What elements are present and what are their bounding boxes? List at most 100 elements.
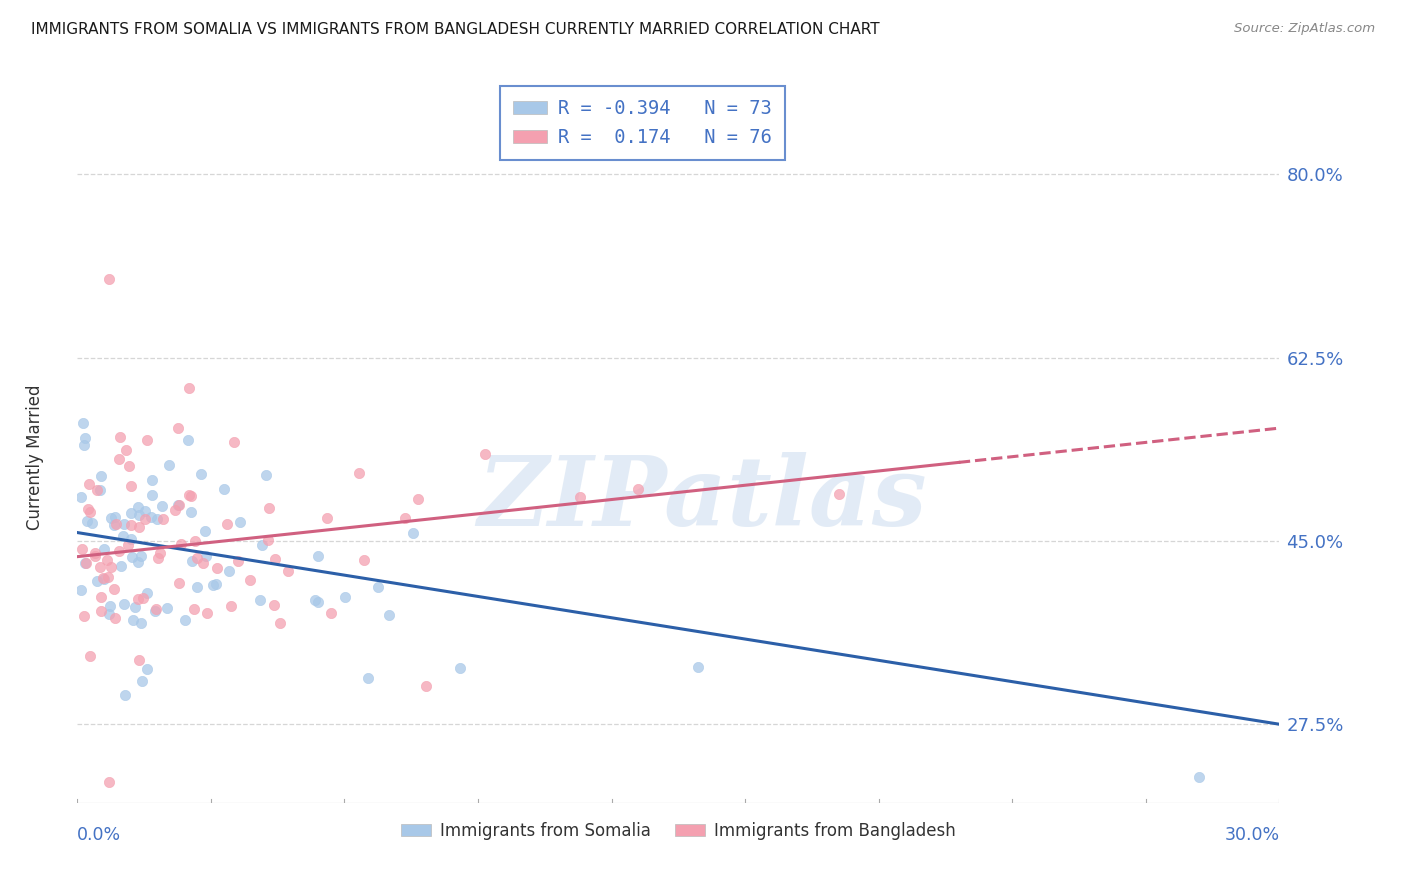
Point <box>257 500 280 515</box>
Point <box>120 479 142 493</box>
Point <box>104 509 127 524</box>
Point <box>186 580 208 594</box>
Point <box>128 508 150 522</box>
Point <box>205 560 228 574</box>
Point <box>402 525 425 540</box>
Point <box>170 537 193 551</box>
Point <box>212 483 235 497</box>
Point <box>347 466 370 480</box>
Point <box>335 590 357 604</box>
Text: Currently Married: Currently Married <box>25 384 44 530</box>
Point <box>177 433 200 447</box>
Point <box>307 595 329 609</box>
Text: ZIPatlas: ZIPatlas <box>478 451 927 546</box>
Point <box>132 591 155 605</box>
Point <box>190 467 212 482</box>
Point <box>357 672 380 686</box>
Point <box>136 433 159 447</box>
Point <box>103 517 125 532</box>
Point <box>264 552 287 566</box>
Point <box>136 586 159 600</box>
Point <box>367 580 389 594</box>
Point <box>86 483 108 497</box>
Point <box>131 673 153 688</box>
Point <box>277 564 299 578</box>
Point <box>394 510 416 524</box>
Point <box>152 512 174 526</box>
Point <box>180 489 202 503</box>
Point <box>91 571 114 585</box>
Point <box>177 488 200 502</box>
Point <box>167 420 190 434</box>
Point <box>90 604 112 618</box>
Point <box>111 529 134 543</box>
Point <box>100 510 122 524</box>
Point <box>143 605 166 619</box>
Point <box>167 498 190 512</box>
Point <box>201 578 224 592</box>
Point <box>84 549 107 563</box>
Point <box>319 606 342 620</box>
Point <box>103 582 125 596</box>
Point <box>98 775 121 789</box>
Point <box>104 611 127 625</box>
Legend: Immigrants from Somalia, Immigrants from Bangladesh: Immigrants from Somalia, Immigrants from… <box>395 815 962 847</box>
Point <box>186 551 208 566</box>
Point <box>110 559 132 574</box>
Point <box>316 511 339 525</box>
Point <box>70 582 93 597</box>
Point <box>378 607 401 622</box>
Point <box>217 517 239 532</box>
Point <box>93 542 115 557</box>
Point <box>828 487 851 501</box>
Point <box>449 661 471 675</box>
Point <box>167 498 190 512</box>
Point <box>205 577 228 591</box>
Point <box>415 679 437 693</box>
Point <box>90 590 112 604</box>
Point <box>90 469 112 483</box>
Point <box>141 509 163 524</box>
Point <box>146 550 169 565</box>
Point <box>107 452 129 467</box>
Point <box>72 417 94 431</box>
Point <box>77 501 100 516</box>
Point <box>141 473 163 487</box>
Point <box>194 524 217 538</box>
Point <box>108 544 131 558</box>
Point <box>195 549 218 563</box>
Point <box>627 482 650 496</box>
Point <box>79 505 101 519</box>
Point <box>115 442 138 457</box>
Point <box>152 499 174 513</box>
Point <box>98 599 121 613</box>
Point <box>80 516 103 531</box>
Point <box>89 560 111 574</box>
Point <box>156 601 179 615</box>
Point <box>129 615 152 630</box>
Point <box>86 574 108 588</box>
Point <box>688 659 710 673</box>
Point <box>76 515 98 529</box>
Point <box>108 430 131 444</box>
Point <box>406 491 429 506</box>
Point <box>128 520 150 534</box>
Point <box>249 593 271 607</box>
Point <box>73 608 96 623</box>
Point <box>183 602 205 616</box>
Point <box>173 613 195 627</box>
Text: IMMIGRANTS FROM SOMALIA VS IMMIGRANTS FROM BANGLADESH CURRENTLY MARRIED CORRELAT: IMMIGRANTS FROM SOMALIA VS IMMIGRANTS FR… <box>31 22 880 37</box>
Point <box>131 549 153 564</box>
Point <box>145 602 167 616</box>
Point <box>93 572 115 586</box>
Point <box>84 545 107 559</box>
Point <box>97 607 120 621</box>
Point <box>307 549 329 564</box>
Point <box>239 573 262 587</box>
Point <box>146 512 169 526</box>
Text: 30.0%: 30.0% <box>1225 826 1279 844</box>
Point <box>122 613 145 627</box>
Point <box>73 438 96 452</box>
Point <box>135 662 157 676</box>
Point <box>96 552 118 566</box>
